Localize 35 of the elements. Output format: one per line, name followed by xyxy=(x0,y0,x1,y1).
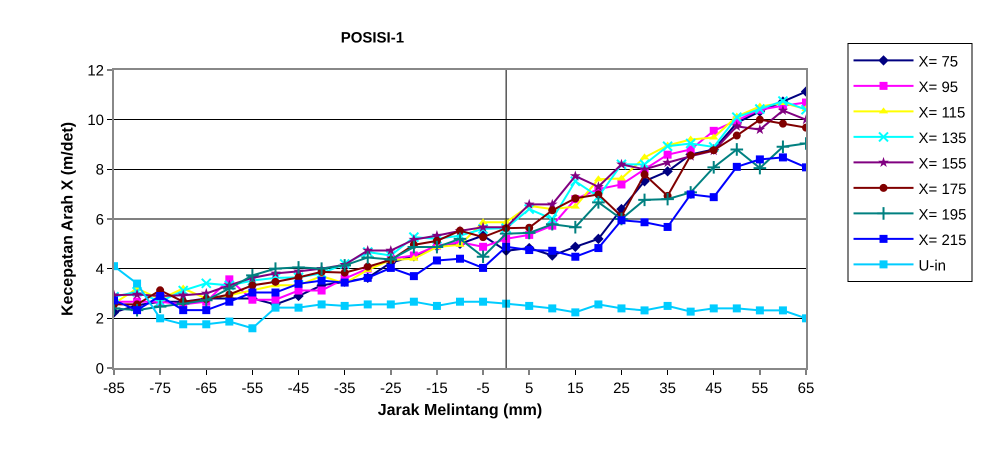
x-tick-label: 5 xyxy=(525,380,534,397)
x-tick-label: -15 xyxy=(426,380,448,397)
x-tick-label: -45 xyxy=(288,380,310,397)
chart-title: POSISI-1 xyxy=(340,29,404,46)
x-axis-title: Jarak Melintang (mm) xyxy=(378,402,542,420)
legend-label: U-in xyxy=(918,257,946,274)
x-tick-label: -75 xyxy=(149,380,171,397)
x-tick-label: -5 xyxy=(476,380,490,397)
x-tick-label: 35 xyxy=(659,380,676,397)
y-tick-label: 4 xyxy=(96,260,104,278)
y-tick-label: 2 xyxy=(96,310,104,328)
legend-label: X= 75 xyxy=(918,53,958,70)
legend-label: X= 195 xyxy=(918,206,966,224)
x-tick-label: -55 xyxy=(242,380,264,397)
y-tick-label: 8 xyxy=(96,162,104,179)
x-tick-label: -65 xyxy=(195,380,218,397)
x-tick-label: 25 xyxy=(613,380,630,397)
y-tick-label: 6 xyxy=(96,211,104,228)
legend-label: X= 95 xyxy=(918,78,958,96)
y-axis-title: Kecepatan Arah X (m/det) xyxy=(60,122,77,316)
x-tick-label: 55 xyxy=(752,380,768,397)
x-tick-label: -25 xyxy=(380,380,402,397)
legend-label: X= 175 xyxy=(918,180,966,198)
y-tick-label: 0 xyxy=(96,360,104,378)
y-tick-label: 12 xyxy=(87,62,104,80)
x-tick-label: 15 xyxy=(566,380,584,397)
legend-label: X= 155 xyxy=(918,155,966,172)
x-tick-label: -35 xyxy=(334,380,356,397)
x-tick-label: 65 xyxy=(798,380,814,397)
legend-label: X= 215 xyxy=(918,232,966,249)
legend-label: X= 115 xyxy=(918,104,966,122)
x-tick-label: 45 xyxy=(705,380,722,397)
y-tick-label: 10 xyxy=(87,112,104,129)
legend-label: X= 135 xyxy=(918,130,966,147)
x-tick-label: -85 xyxy=(103,380,125,397)
